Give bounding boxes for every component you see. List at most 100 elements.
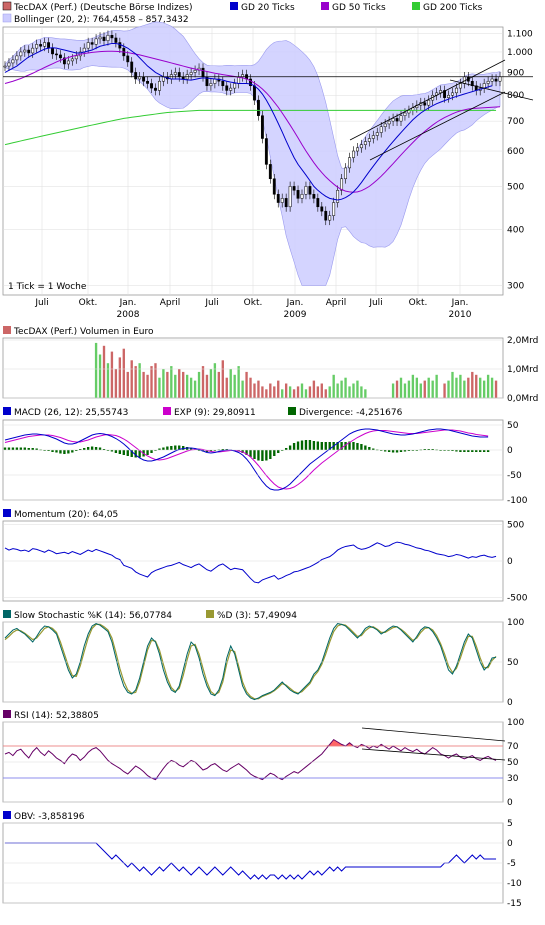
- divergence-bar: [122, 450, 125, 455]
- y-tick-label: -5: [507, 859, 516, 869]
- gd200-legend-swatch: [412, 2, 420, 10]
- divergence-bar: [411, 450, 415, 451]
- volume-bar: [467, 377, 470, 398]
- volume-bar: [193, 380, 197, 398]
- candle-body: [55, 53, 58, 56]
- divergence-bar: [471, 450, 474, 452]
- divergence-bar: [281, 450, 284, 451]
- candle-body: [106, 35, 110, 41]
- volume-bar: [233, 374, 236, 398]
- divergence-bar: [154, 450, 157, 451]
- candle-body: [31, 47, 35, 54]
- gd200-line: [4, 109, 497, 146]
- candle-body: [62, 57, 66, 65]
- divergence-bar: [138, 450, 141, 458]
- price-y-tick-label: 1.100: [507, 29, 533, 39]
- gd50-legend-swatch: [321, 2, 329, 10]
- candle-body: [367, 138, 371, 142]
- volume-bar: [213, 363, 217, 398]
- divergence-bar: [273, 450, 276, 456]
- volume-bar: [304, 389, 308, 398]
- volume-bar: [281, 389, 284, 398]
- price-x-tick-label: Jan.: [286, 298, 304, 308]
- divergence-bar: [189, 448, 193, 450]
- macd-legend-label: MACD (26, 12): 25,55743: [14, 408, 128, 418]
- trend-channel-lines: [349, 59, 534, 161]
- divergence-bar: [467, 450, 470, 452]
- tick-note: 1 Tick = 1 Woche: [8, 282, 87, 292]
- divergence-bar: [249, 450, 252, 457]
- candle-body: [66, 60, 70, 65]
- candle-body: [371, 135, 375, 139]
- divergence-bar: [71, 450, 74, 453]
- volume-bar: [391, 383, 395, 398]
- obv-legend-swatch: [3, 811, 11, 819]
- candle-body: [134, 72, 138, 80]
- volume-bar: [403, 383, 407, 398]
- y-tick-label: 500: [507, 521, 524, 531]
- candle-body: [312, 194, 316, 199]
- divergence-bar: [312, 441, 316, 450]
- price-y-tick-label: 600: [507, 147, 524, 157]
- momentum-legend-swatch: [3, 509, 11, 517]
- y-tick-label: 100: [507, 618, 524, 628]
- divergence-bar: [320, 442, 323, 450]
- candle-body: [304, 186, 308, 195]
- candle-body: [458, 83, 462, 89]
- divergence-bar: [383, 450, 387, 452]
- y-tick-label: 0: [507, 839, 513, 849]
- divergence-bar: [348, 441, 351, 450]
- macd-exp-line: [4, 429, 489, 490]
- candle-body: [451, 92, 454, 96]
- y-tick-label: -100: [507, 496, 528, 506]
- y-tick-label: 50: [507, 421, 519, 431]
- divergence-bar: [486, 450, 490, 452]
- candle-body: [110, 35, 114, 39]
- divergence-bar: [35, 448, 38, 450]
- volume-bar: [114, 369, 118, 398]
- candle-body: [189, 72, 193, 75]
- candle-body: [3, 65, 7, 68]
- price-x-tick-label: April: [326, 298, 347, 308]
- volume-bar: [435, 374, 438, 398]
- divergence-bar: [340, 442, 343, 450]
- divergence-bar: [106, 450, 110, 451]
- divergence-bar: [51, 450, 54, 452]
- divergence-bar: [443, 450, 446, 451]
- volume-bar: [316, 386, 320, 398]
- divergence-bar: [31, 448, 34, 450]
- divergence-bar: [288, 445, 292, 450]
- divergence-bar: [134, 450, 137, 458]
- gd20-legend-label: GD 20 Ticks: [241, 3, 295, 13]
- divergence-bar: [59, 450, 62, 454]
- y-tick-label: 0,0Mrd: [507, 394, 538, 404]
- volume-bar: [138, 363, 141, 398]
- divergence-bar: [265, 450, 268, 461]
- gd200-legend-label: GD 200 Ticks: [423, 3, 483, 13]
- candle-body: [23, 49, 27, 53]
- candle-body: [443, 90, 446, 98]
- divergence-bar: [110, 450, 114, 452]
- volume-bar: [292, 389, 296, 398]
- year-label: 2008: [117, 310, 140, 320]
- divergence-bar: [3, 447, 7, 450]
- price-x-tick-label: Jan.: [119, 298, 137, 308]
- divergence-bar: [197, 450, 201, 451]
- volume-bar: [166, 371, 169, 398]
- divergence-bar: [403, 450, 407, 452]
- divergence-bar: [146, 450, 149, 455]
- stoch-k-legend-label: Slow Stochastic %K (14): 56,07784: [14, 611, 172, 621]
- candle-body: [51, 47, 54, 55]
- divergence-bar: [459, 450, 462, 452]
- price-x-tick-label: Juli: [368, 298, 382, 308]
- volume-bar: [482, 380, 486, 398]
- candle-body: [98, 36, 102, 40]
- stoch-k-legend-swatch: [3, 610, 11, 618]
- candle-body: [43, 42, 47, 47]
- volume-bar: [475, 374, 478, 398]
- candle-body: [490, 78, 494, 82]
- volume-bar: [490, 377, 494, 398]
- divergence-bar: [316, 441, 320, 450]
- volume-bar: [197, 371, 201, 398]
- volume-bar: [332, 374, 335, 398]
